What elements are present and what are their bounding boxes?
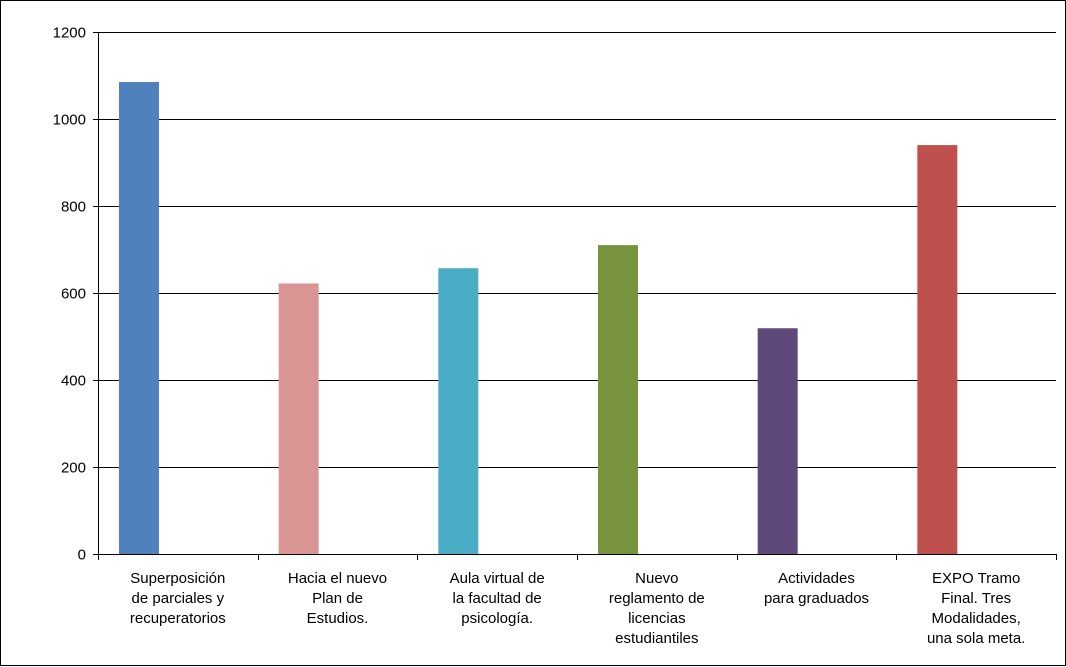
y-tick-label: 1000 <box>53 112 86 129</box>
x-tick-labels: Superposición de parciales y recuperatorio… <box>130 570 1025 647</box>
bar <box>119 82 159 555</box>
gridlines <box>98 32 1056 468</box>
y-tick-label: 1200 <box>53 25 86 42</box>
y-tick-label: 400 <box>61 373 86 390</box>
y-tick-label: 200 <box>61 460 86 477</box>
category-label: Aula virtual de la facultad de psicología. <box>450 570 545 627</box>
bars <box>119 82 958 555</box>
category-label: Nuevo reglamento de licencias estudiantiles <box>609 570 705 647</box>
category-label: Superposición de parciales y recuperatorio… <box>130 570 226 627</box>
bar <box>598 245 638 554</box>
y-tick-label: 600 <box>61 286 86 303</box>
y-tick-labels: 0 200 400 600 800 1000 1200 <box>53 25 86 564</box>
bar <box>438 268 479 554</box>
bar <box>917 145 958 554</box>
bar <box>278 283 319 554</box>
category-label: EXPO Tramo Final. Tres Modalidades, una sol… <box>927 570 1025 647</box>
y-tick-label: 0 <box>78 547 86 564</box>
bar <box>757 328 798 554</box>
axes <box>93 32 1057 560</box>
category-label: Actividades para graduados <box>764 570 869 607</box>
y-tick-label: 800 <box>61 199 86 216</box>
category-label: Hacia el nuevo Plan de Estudios. <box>288 570 387 627</box>
